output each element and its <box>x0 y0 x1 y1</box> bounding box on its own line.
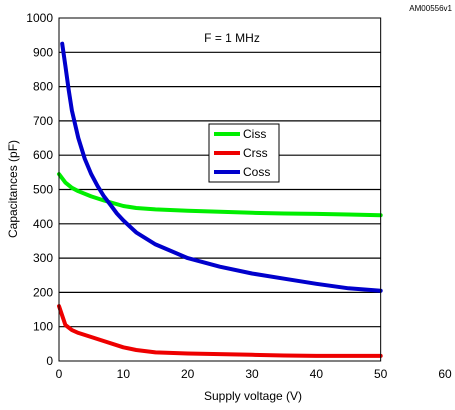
y-tick-label-300: 300 <box>33 251 53 265</box>
y-tick-label-800: 800 <box>33 80 53 94</box>
x-tick-label-50: 50 <box>374 367 388 381</box>
x-tick-label-30: 30 <box>245 367 259 381</box>
frequency-annotation: F = 1 MHz <box>204 31 260 45</box>
y-tick-label-100: 100 <box>33 320 53 334</box>
y-tick-label-700: 700 <box>33 114 53 128</box>
x-tick-label-40: 40 <box>310 367 324 381</box>
y-axis-title: Capacitances (pF) <box>6 140 20 238</box>
x-tick-label-20: 20 <box>181 367 195 381</box>
series-line-coss <box>60 41 383 293</box>
series-line-crss <box>57 304 383 358</box>
y-tick-label-400: 400 <box>33 217 53 231</box>
x-axis-title: Supply voltage (V) <box>204 389 302 403</box>
chart-id-label: AM00556v1 <box>409 4 452 13</box>
y-tick-labels: 0 100 200 300 400 500 600 700 800 900 1000 <box>26 11 53 368</box>
y-tick-label-600: 600 <box>33 148 53 162</box>
y-tick-label-1000: 1000 <box>26 11 53 25</box>
x-tick-labels: 0 10 20 30 40 50 60 <box>56 367 452 381</box>
y-tick-label-500: 500 <box>33 183 53 197</box>
legend-label-ciss: Ciss <box>243 127 266 141</box>
y-tick-label-900: 900 <box>33 45 53 59</box>
x-tick-label-0: 0 <box>56 367 63 381</box>
y-tick-label-0: 0 <box>46 354 53 368</box>
legend-label-coss: Coss <box>243 165 270 179</box>
plot-frame <box>58 17 382 362</box>
x-tick-label-60: 60 <box>438 367 452 381</box>
y-tick-label-200: 200 <box>33 285 53 299</box>
series-lines <box>57 41 383 358</box>
series-line-ciss <box>57 172 383 218</box>
x-tick-label-10: 10 <box>117 367 131 381</box>
legend: Ciss Crss Coss <box>208 123 280 183</box>
legend-label-crss: Crss <box>243 146 268 160</box>
